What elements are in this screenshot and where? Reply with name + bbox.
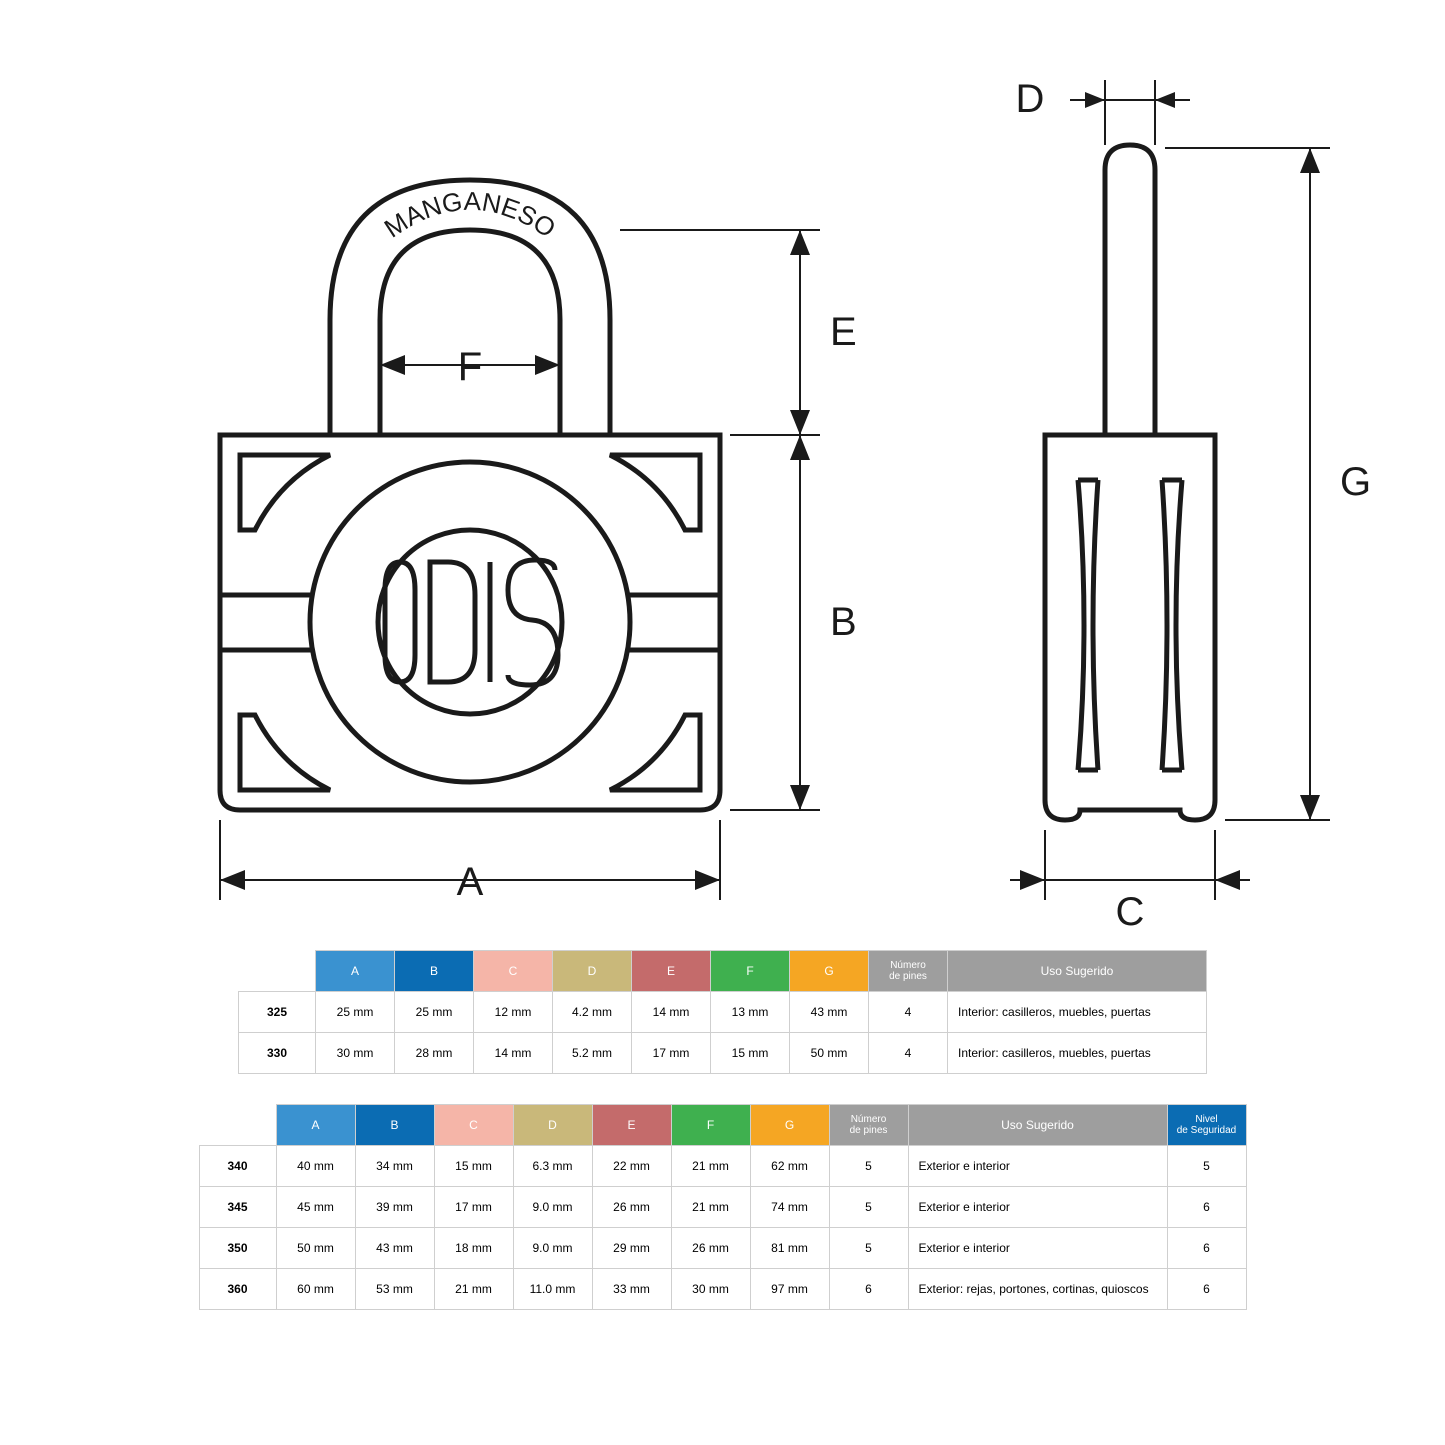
col-header-uso: Uso Sugerido (908, 1105, 1167, 1146)
shackle-material-label: MANGANESO (379, 186, 561, 244)
technical-diagram: MANGANESO A F (30, 30, 1415, 930)
col-header-C: C (474, 951, 553, 992)
col-header-C: C (434, 1105, 513, 1146)
col-header-uso: Uso Sugerido (948, 951, 1207, 992)
side-view (1045, 145, 1215, 820)
col-header-D: D (553, 951, 632, 992)
col-header-pins: Númerode pines (869, 951, 948, 992)
dim-C: C (1010, 830, 1250, 930)
svg-text:D: D (1016, 77, 1045, 121)
specs-table-1: ABCDEFGNúmerode pinesUso Sugerido32525 m… (238, 950, 1207, 1074)
table-row: 34040 mm34 mm15 mm6.3 mm22 mm21 mm62 mm5… (199, 1146, 1246, 1187)
col-header-E: E (632, 951, 711, 992)
table-row: 34545 mm39 mm17 mm9.0 mm26 mm21 mm74 mm5… (199, 1187, 1246, 1228)
col-header-F: F (671, 1105, 750, 1146)
col-header-B: B (355, 1105, 434, 1146)
table-row: 33030 mm28 mm14 mm5.2 mm17 mm15 mm50 mm4… (239, 1033, 1207, 1074)
col-header-A: A (316, 951, 395, 992)
col-header-E: E (592, 1105, 671, 1146)
specs-table-2: ABCDEFGNúmerode pinesUso SugeridoNivelde… (199, 1104, 1247, 1310)
col-header-D: D (513, 1105, 592, 1146)
table-row: 35050 mm43 mm18 mm9.0 mm29 mm26 mm81 mm5… (199, 1228, 1246, 1269)
svg-text:F: F (458, 345, 482, 389)
brand-logo (385, 560, 558, 685)
col-header-A: A (276, 1105, 355, 1146)
col-header-G: G (790, 951, 869, 992)
svg-text:E: E (830, 310, 857, 354)
dim-E-B: E B (620, 230, 857, 810)
col-header-pins: Númerode pines (829, 1105, 908, 1146)
dim-D: D (1016, 77, 1190, 145)
svg-text:B: B (830, 600, 857, 644)
col-header-G: G (750, 1105, 829, 1146)
dim-F: F (380, 345, 560, 389)
table-row: 32525 mm25 mm12 mm4.2 mm14 mm13 mm43 mm4… (239, 992, 1207, 1033)
table-row: 36060 mm53 mm21 mm11.0 mm33 mm30 mm97 mm… (199, 1269, 1246, 1310)
col-header-sec: Nivelde Seguridad (1167, 1105, 1246, 1146)
front-view: MANGANESO (220, 180, 720, 810)
svg-text:G: G (1340, 460, 1371, 504)
dim-G: G (1165, 148, 1371, 820)
svg-text:A: A (457, 860, 484, 904)
dim-A: A (220, 820, 720, 904)
col-header-F: F (711, 951, 790, 992)
col-header-B: B (395, 951, 474, 992)
svg-text:C: C (1116, 890, 1145, 930)
